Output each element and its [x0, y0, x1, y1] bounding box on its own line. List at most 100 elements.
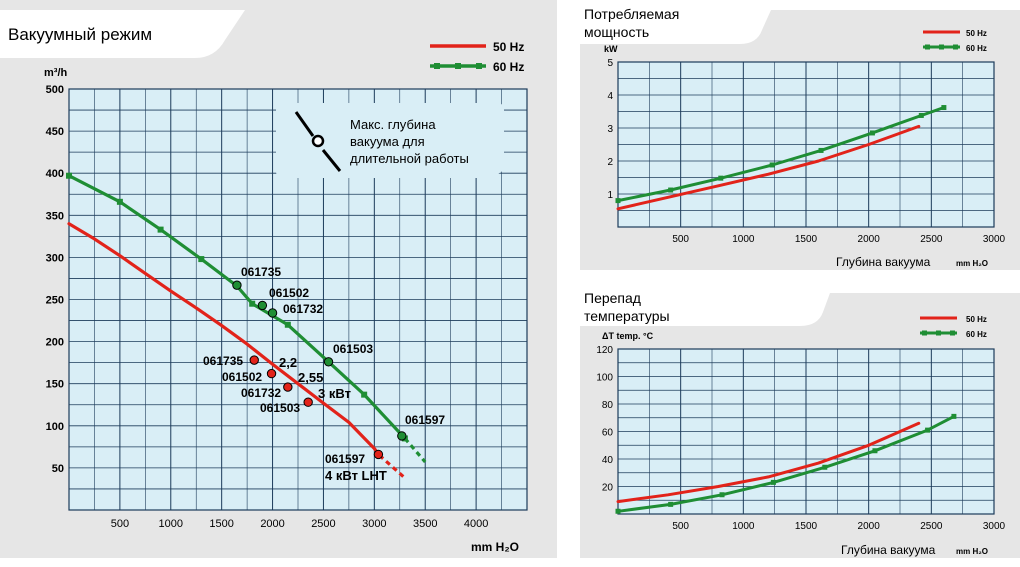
series-marker — [719, 492, 725, 498]
gauge-pivot-icon — [311, 134, 325, 148]
temp-legend-60hz-label: 60 Hz — [966, 330, 987, 339]
power-legend-60hz-label: 60 Hz — [966, 44, 987, 53]
x-tick-label: 500 — [672, 521, 689, 532]
series-line-50hz — [67, 222, 381, 457]
main-chart-title: Вакуумный режим — [8, 25, 152, 44]
series-marker — [872, 448, 878, 454]
x-tick-label: 2500 — [920, 234, 943, 245]
power-legend-60hz-marker — [953, 44, 958, 50]
y-tick-label: 5 — [607, 58, 613, 69]
x-tick-label: 1000 — [732, 234, 755, 245]
label-50hz-061597: 061597 — [325, 452, 365, 466]
model-point-marker — [373, 449, 384, 460]
power-title-line-2: мощность — [584, 24, 649, 40]
y-tick-label: 350 — [46, 210, 64, 222]
main-legend: 50 Hz 60 Hz — [430, 40, 524, 74]
main-y-axis-label: m³/h — [44, 67, 68, 79]
y-tick-label: 300 — [46, 252, 64, 264]
label-60hz-061503: 061503 — [333, 342, 373, 356]
power-consumption-panel: Потребляемая мощность kW Глубина вакуума… — [580, 6, 1020, 270]
model-point-marker — [249, 355, 259, 365]
model-point-marker — [267, 308, 278, 318]
label-50hz-061735: 061735 — [203, 354, 243, 368]
series-marker — [66, 172, 72, 179]
power-label-3kw: 3 кВт — [318, 386, 351, 401]
series-marker — [941, 105, 947, 111]
series-marker — [818, 147, 824, 153]
series-line-60hz — [67, 174, 407, 440]
temp-legend-60hz-marker — [922, 330, 927, 336]
series-marker — [668, 501, 674, 507]
series-marker — [116, 198, 123, 205]
x-tick-label: 3000 — [362, 518, 386, 530]
power-x-axis-label: Глубина вакуума — [836, 255, 931, 269]
y-tick-label: 40 — [602, 455, 614, 466]
power-y-axis-label: kW — [604, 44, 618, 54]
callout-line-2: вакуума для — [350, 134, 425, 149]
series-marker — [770, 479, 776, 485]
temp-legend-50hz-label: 50 Hz — [966, 315, 987, 324]
temp-y-axis-label: ΔT temp. °C — [602, 331, 654, 341]
series-marker — [615, 508, 621, 514]
label-50hz-061502: 061502 — [222, 370, 262, 384]
model-point-marker — [232, 280, 242, 290]
x-tick-label: 4000 — [464, 518, 488, 530]
plot-frame — [617, 61, 995, 228]
y-tick-label: 2 — [607, 157, 613, 168]
series-marker — [157, 226, 164, 233]
series-marker — [198, 256, 205, 263]
y-tick-label: 3 — [607, 124, 613, 135]
y-tick-label: 250 — [46, 295, 64, 307]
y-tick-label: 120 — [596, 345, 613, 356]
x-tick-label: 2500 — [311, 518, 335, 530]
power-legend-60hz-marker — [939, 44, 944, 50]
label-60hz-061732: 061732 — [283, 302, 323, 316]
temp-x-axis-unit: mm H₂O — [956, 547, 988, 556]
series-marker — [718, 175, 724, 181]
series-marker — [284, 321, 291, 328]
plot-frame — [68, 88, 528, 511]
callout-box — [276, 103, 504, 178]
power-label-2-55: 2,55 — [298, 370, 323, 385]
series-line-60hz — [616, 106, 946, 203]
x-tick-label: 3000 — [983, 234, 1006, 245]
label-50hz-061503: 061503 — [260, 401, 300, 415]
temp-legend-60hz-marker — [950, 330, 955, 336]
y-tick-label: 500 — [46, 84, 64, 96]
legend-60hz-marker — [434, 63, 440, 69]
y-tick-label: 1 — [607, 190, 613, 201]
y-tick-label: 150 — [46, 379, 64, 391]
power-label-2-2: 2,2 — [279, 355, 297, 370]
series-marker — [918, 112, 924, 118]
series-marker — [361, 391, 368, 398]
power-legend-50hz-label: 50 Hz — [966, 29, 987, 38]
x-tick-label: 1000 — [732, 521, 755, 532]
y-tick-label: 100 — [596, 373, 613, 384]
x-tick-label: 1500 — [209, 518, 233, 530]
callout-line-1: Макс. глубина — [350, 117, 436, 132]
x-tick-label: 2000 — [260, 518, 284, 530]
series-line-50hz — [616, 124, 921, 211]
temp-plot-area: 500 1000 1500 2000 2500 3000 20 40 60 80 100 120 — [596, 345, 1005, 532]
y-tick-label: 20 — [602, 483, 614, 494]
y-tick-label: 60 — [602, 428, 614, 439]
series-extension-dashed — [378, 454, 406, 480]
plot-frame — [617, 348, 995, 515]
series-marker — [869, 130, 875, 136]
label-60hz-061597: 061597 — [405, 413, 445, 427]
label-50hz-061732: 061732 — [241, 386, 281, 400]
model-point-marker — [283, 382, 293, 392]
label-60hz-061735: 061735 — [241, 265, 281, 279]
model-point-marker — [266, 368, 277, 379]
legend-60hz-marker — [476, 63, 482, 69]
power-label-4kw-lht: 4 кВт LHT — [325, 468, 387, 483]
temp-title-line-2: температуры — [584, 308, 670, 324]
series-marker — [249, 300, 256, 307]
legend-60hz-label: 60 Hz — [493, 60, 524, 74]
gauge-needle-icon — [321, 149, 342, 172]
x-tick-label: 1000 — [159, 518, 183, 530]
legend-60hz-marker — [455, 63, 461, 69]
series-marker — [615, 198, 621, 204]
temp-legend-60hz-marker — [936, 330, 941, 336]
